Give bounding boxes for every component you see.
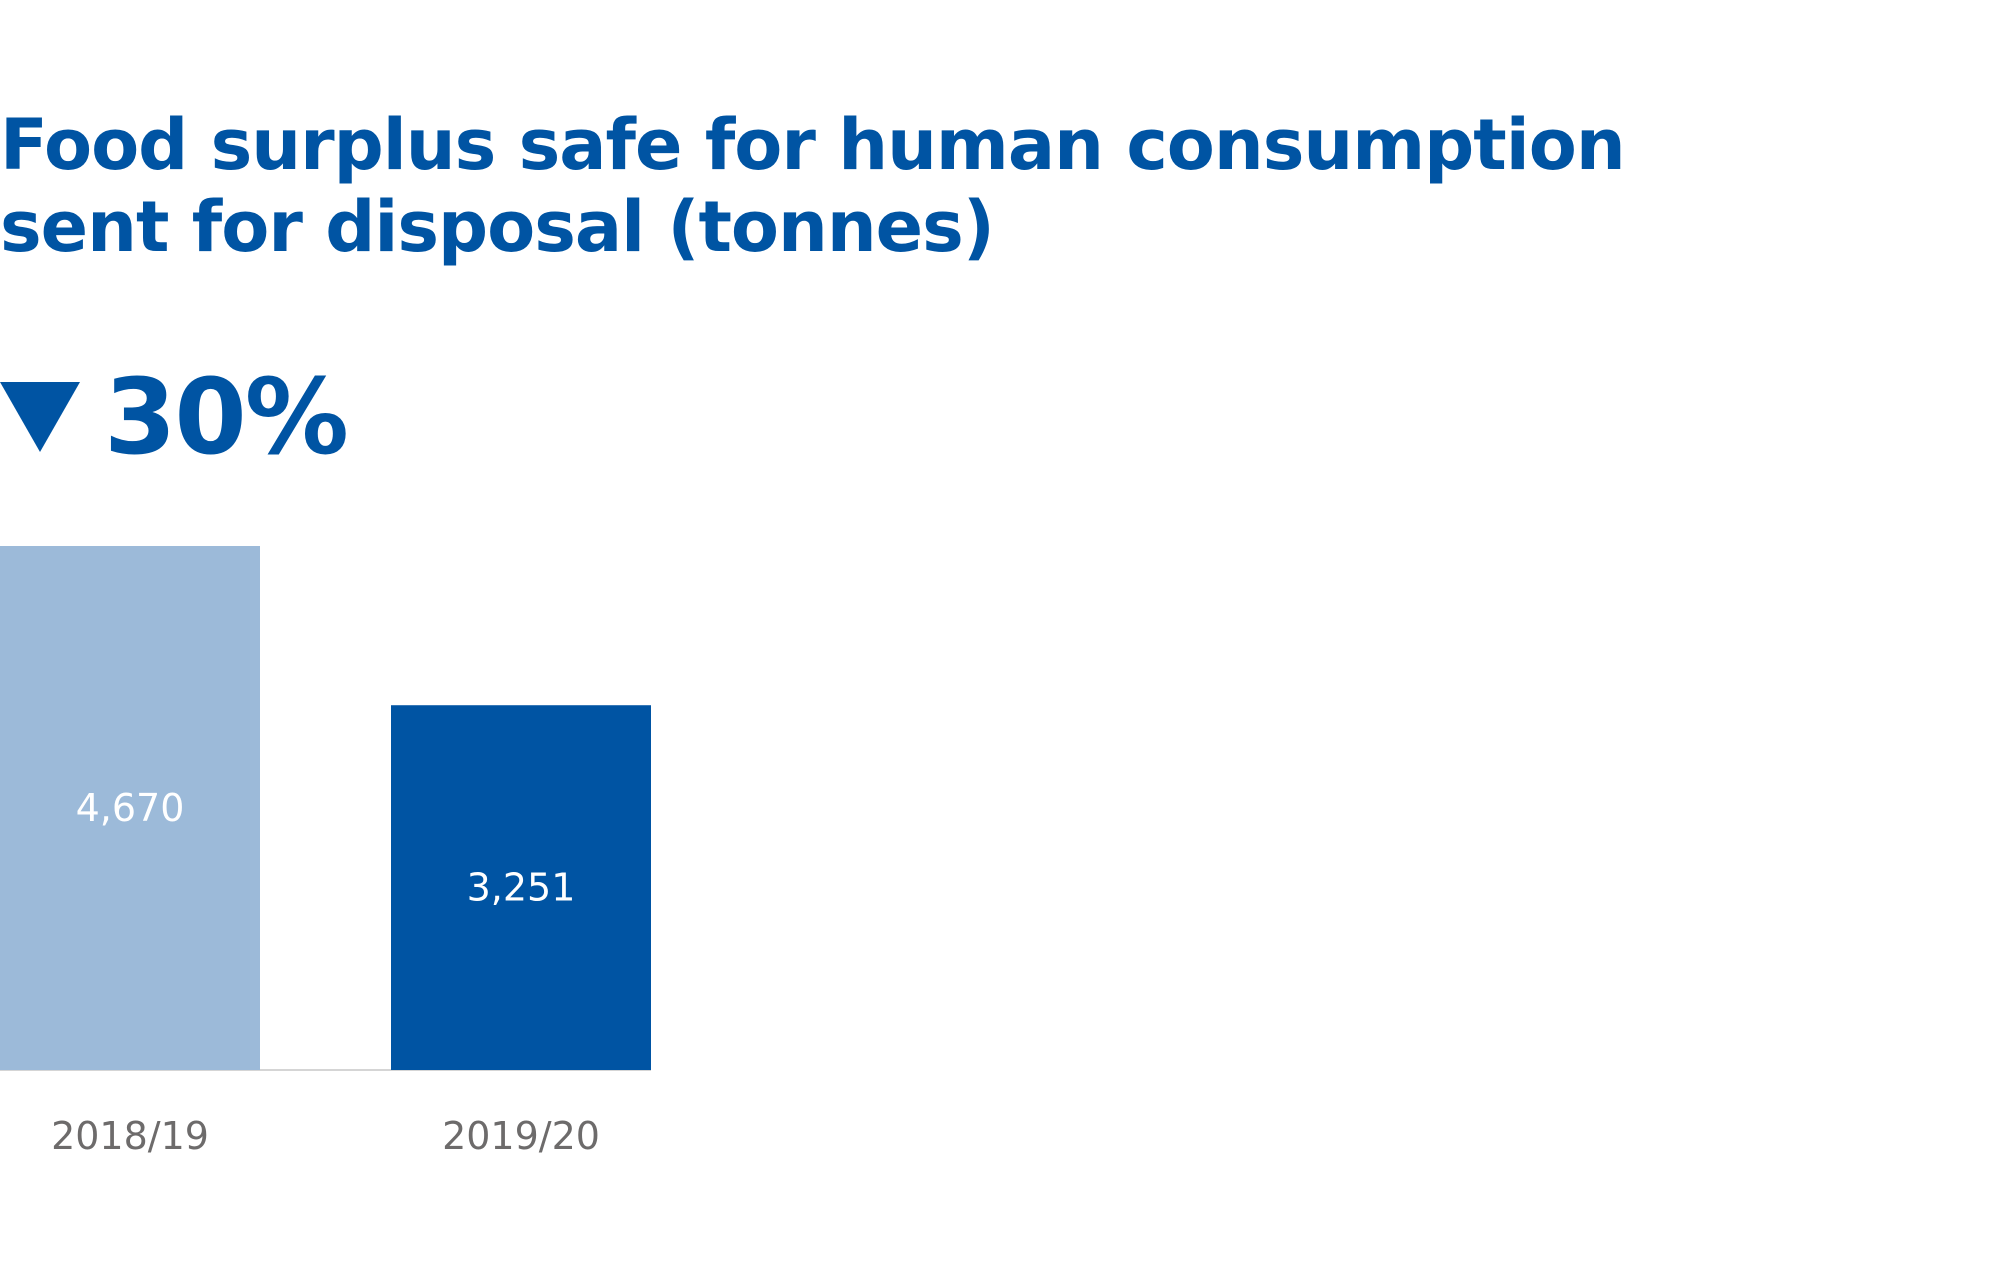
x-tick-label: 2019/20	[442, 1114, 600, 1158]
bar-chart: 4,670 2018/19 3,251 2019/20	[0, 546, 651, 1158]
bar-2018-19	[0, 546, 260, 1070]
change-indicator: 30%	[0, 356, 349, 478]
chart-title: Food surplus safe for human consumption …	[0, 104, 1626, 268]
chart-title-line-1: Food surplus safe for human consumption	[0, 104, 1626, 186]
down-triangle-icon	[0, 382, 80, 452]
change-percentage: 30%	[104, 356, 349, 478]
bar-value-label: 4,670	[76, 786, 185, 830]
x-tick-label: 2018/19	[51, 1114, 209, 1158]
bar-2019-20	[391, 705, 651, 1070]
chart-title-line-2: sent for disposal (tonnes)	[0, 186, 995, 268]
bar-value-label: 3,251	[467, 866, 576, 910]
